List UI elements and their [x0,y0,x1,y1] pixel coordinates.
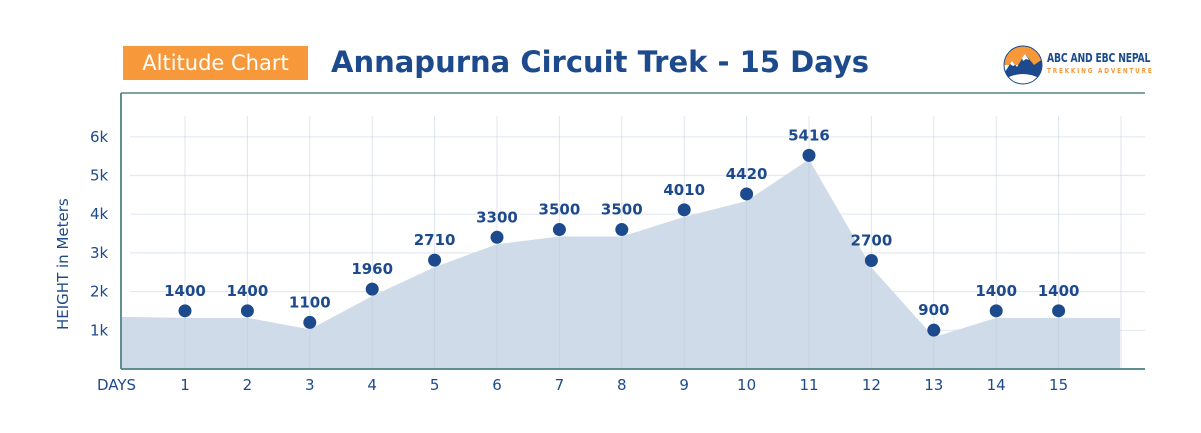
y-tick-label: 4k [90,205,109,223]
altitude-area [121,159,1120,369]
x-tick-label: 13 [924,376,943,394]
data-value-label: 900 [918,301,949,319]
data-value-label: 5416 [788,126,830,144]
data-point-marker[interactable] [927,323,941,337]
data-points: 1400 1400 1100 1960 2710 3300 3500 3500 4010 4420… [164,126,1080,337]
y-tick-label: 2k [90,283,109,301]
y-axis-label: HEIGHT in Meters [54,198,72,330]
data-point-marker[interactable] [240,304,254,318]
data-point-marker[interactable] [864,254,878,268]
x-tick-label: 11 [799,376,818,394]
data-point-marker[interactable] [802,148,816,162]
data-point-marker[interactable] [1052,304,1066,318]
x-tick-label: 3 [305,376,315,394]
y-tick-label: 5k [90,167,109,185]
x-tick-label: 10 [737,376,756,394]
data-value-label: 4420 [726,165,768,183]
data-value-label: 1400 [1038,282,1080,300]
mountain-sun-logo-icon [1003,45,1043,85]
data-value-label: 1960 [351,260,393,278]
data-value-label: 1400 [975,282,1017,300]
x-tick-label: 5 [430,376,440,394]
x-tick-label: 14 [987,376,1006,394]
x-tick-label: 4 [367,376,377,394]
logo-name: ABC AND EBC NEPAL [1047,50,1151,65]
data-value-label: 4010 [663,181,705,199]
x-tick-label: 8 [617,376,627,394]
data-value-label: 1400 [227,282,269,300]
x-tick-label: 2 [243,376,253,394]
y-tick-label: 6k [90,128,109,146]
data-value-label: 2700 [851,232,893,250]
data-point-marker[interactable] [490,230,504,244]
data-point-marker[interactable] [989,304,1003,318]
data-point-marker[interactable] [615,223,629,237]
data-value-label: 1100 [289,293,331,311]
data-value-label: 3500 [601,201,643,219]
x-tick-label: 7 [555,376,565,394]
data-value-label: 3500 [539,201,581,219]
logo-tagline: TREKKING ADVENTURE [1047,67,1154,75]
data-point-marker[interactable] [178,304,192,318]
altitude-chart-badge: Altitude Chart [123,46,308,80]
x-tick-label: 15 [1049,376,1068,394]
x-tick-label: 6 [492,376,502,394]
y-axis-ticks: 1k 2k 3k 4k 5k 6k [90,128,109,339]
data-value-label: 2710 [414,231,456,249]
data-value-label: 1400 [164,282,206,300]
data-point-marker[interactable] [677,203,691,217]
data-value-label: 3300 [476,208,518,226]
x-tick-label: 9 [679,376,689,394]
y-tick-label: 1k [90,321,109,339]
chart-title: Annapurna Circuit Trek - 15 Days [331,45,870,79]
data-point-marker[interactable] [365,282,379,296]
x-tick-label: 12 [862,376,881,394]
x-tick-label: 1 [180,376,190,394]
data-point-marker[interactable] [740,187,754,201]
x-axis-label: DAYS [97,376,136,394]
data-point-marker[interactable] [303,315,317,329]
data-point-marker[interactable] [428,253,442,267]
data-point-marker[interactable] [552,223,566,237]
y-tick-label: 3k [90,244,109,262]
x-axis-ticks: 1 2 3 4 5 6 7 8 9 10 11 12 13 14 15 [180,376,1068,394]
brand-logo: ABC AND EBC NEPAL TREKKING ADVENTURE [1003,44,1163,86]
